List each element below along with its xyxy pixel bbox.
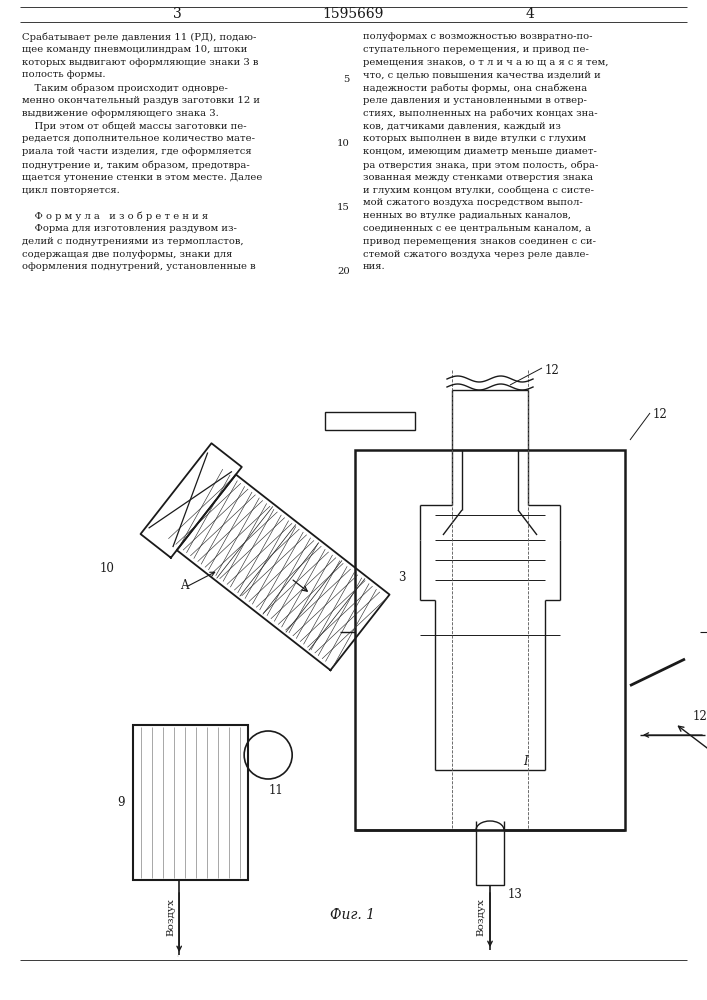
Text: При этом от общей массы заготовки пе-: При этом от общей массы заготовки пе- <box>22 122 247 131</box>
Text: поднутрение и, таким образом, предотвра-: поднутрение и, таким образом, предотвра- <box>22 160 250 169</box>
Bar <box>355 450 625 830</box>
Text: 10: 10 <box>99 562 114 575</box>
Text: 12: 12 <box>693 710 707 723</box>
Text: содержащая две полуформы, знаки для: содержащая две полуформы, знаки для <box>22 250 233 259</box>
Text: 9: 9 <box>117 796 125 809</box>
Text: мой сжатого воздуха посредством выпол-: мой сжатого воздуха посредством выпол- <box>363 198 583 207</box>
Bar <box>133 725 248 880</box>
Text: 20: 20 <box>337 267 350 276</box>
Text: привод перемещения знаков соединен с си-: привод перемещения знаков соединен с си- <box>363 237 596 246</box>
Text: риала той части изделия, где оформляется: риала той части изделия, где оформляется <box>22 147 252 156</box>
Text: 11: 11 <box>269 784 284 797</box>
Text: 15: 15 <box>337 203 350 212</box>
Text: Форма для изготовления раздувом из-: Форма для изготовления раздувом из- <box>22 224 237 233</box>
Text: соединенных с ее центральным каналом, а: соединенных с ее центральным каналом, а <box>363 224 591 233</box>
Text: которых выполнен в виде втулки с глухим: которых выполнен в виде втулки с глухим <box>363 134 586 143</box>
Text: что, с целью повышения качества изделий и: что, с целью повышения качества изделий … <box>363 70 601 79</box>
Bar <box>476 830 504 885</box>
Text: делий с поднутрениями из термопластов,: делий с поднутрениями из термопластов, <box>22 237 244 246</box>
Text: ния.: ния. <box>363 262 385 271</box>
Text: реле давления и установленными в отвер-: реле давления и установленными в отвер- <box>363 96 587 105</box>
Text: которых выдвигают оформляющие знаки 3 в: которых выдвигают оформляющие знаки 3 в <box>22 58 258 67</box>
Text: 12: 12 <box>545 363 560 376</box>
Text: ра отверстия знака, при этом полость, обра-: ра отверстия знака, при этом полость, об… <box>363 160 598 169</box>
Text: Таким образом происходит одновре-: Таким образом происходит одновре- <box>22 83 228 93</box>
Text: 12: 12 <box>653 408 667 422</box>
Text: Ф о р м у л а   и з о б р е т е н и я: Ф о р м у л а и з о б р е т е н и я <box>22 211 208 221</box>
Text: надежности работы формы, она снабжена: надежности работы формы, она снабжена <box>363 83 588 93</box>
Text: Воздух: Воздух <box>166 899 175 936</box>
Text: оформления поднутрений, установленные в: оформления поднутрений, установленные в <box>22 262 256 271</box>
Text: концом, имеющим диаметр меньше диамет-: концом, имеющим диаметр меньше диамет- <box>363 147 597 156</box>
Text: ступательного перемещения, и привод пе-: ступательного перемещения, и привод пе- <box>363 45 589 54</box>
Text: и глухим концом втулки, сообщена с систе-: и глухим концом втулки, сообщена с систе… <box>363 186 594 195</box>
Text: Воздух: Воздух <box>476 899 485 936</box>
Text: 10: 10 <box>337 139 350 148</box>
Text: Фиг. 1: Фиг. 1 <box>330 908 375 922</box>
Text: менно окончательный раздув заготовки 12 и: менно окончательный раздув заготовки 12 … <box>22 96 260 105</box>
Text: полуформах с возможностью возвратно-по-: полуформах с возможностью возвратно-по- <box>363 32 592 41</box>
Text: зованная между стенками отверстия знака: зованная между стенками отверстия знака <box>363 173 593 182</box>
Text: стемой сжатого воздуха через реле давле-: стемой сжатого воздуха через реле давле- <box>363 250 589 259</box>
Bar <box>452 390 528 450</box>
Text: 3: 3 <box>173 7 182 21</box>
Text: стиях, выполненных на рабочих концах зна-: стиях, выполненных на рабочих концах зна… <box>363 109 597 118</box>
Text: щается утонение стенки в этом месте. Далее: щается утонение стенки в этом месте. Дал… <box>22 173 262 182</box>
Text: I: I <box>522 755 527 768</box>
Text: ремещения знаков, о т л и ч а ю щ а я с я тем,: ремещения знаков, о т л и ч а ю щ а я с … <box>363 58 609 67</box>
Text: ков, датчиками давления, каждый из: ков, датчиками давления, каждый из <box>363 122 561 131</box>
Text: 13: 13 <box>508 888 523 902</box>
Text: 3: 3 <box>398 571 405 584</box>
Text: выдвижение оформляющего знака 3.: выдвижение оформляющего знака 3. <box>22 109 218 118</box>
Text: редается дополнительное количество мате-: редается дополнительное количество мате- <box>22 134 255 143</box>
Bar <box>325 412 415 430</box>
Text: 4: 4 <box>525 7 534 21</box>
Text: 5: 5 <box>344 75 350 84</box>
Text: 1595669: 1595669 <box>322 7 384 21</box>
Text: щее команду пневмоцилиндрам 10, штоки: щее команду пневмоцилиндрам 10, штоки <box>22 45 247 54</box>
Text: цикл повторяется.: цикл повторяется. <box>22 186 119 195</box>
Text: полость формы.: полость формы. <box>22 70 105 79</box>
Text: A: A <box>180 579 189 592</box>
Text: Срабатывает реле давления 11 (РД), подаю-: Срабатывает реле давления 11 (РД), подаю… <box>22 32 257 41</box>
Text: ненных во втулке радиальных каналов,: ненных во втулке радиальных каналов, <box>363 211 571 220</box>
